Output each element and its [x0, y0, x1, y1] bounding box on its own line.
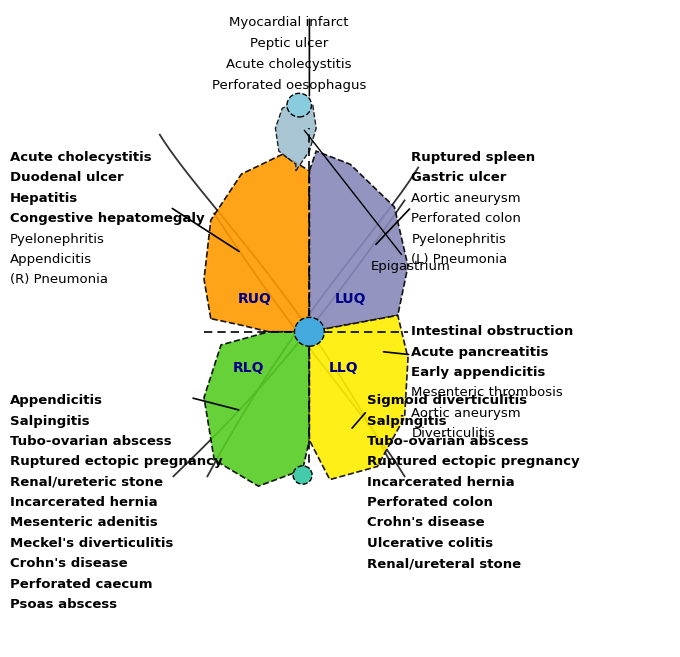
Text: Appendicitis: Appendicitis: [10, 253, 92, 266]
Text: Ulcerative colitis: Ulcerative colitis: [367, 537, 493, 550]
Text: Duodenal ulcer: Duodenal ulcer: [10, 171, 124, 185]
Polygon shape: [309, 151, 408, 332]
Text: Ruptured ectopic pregnancy: Ruptured ectopic pregnancy: [10, 455, 223, 468]
Text: Epigastrium: Epigastrium: [305, 130, 450, 273]
Text: Incarcerated hernia: Incarcerated hernia: [367, 476, 515, 489]
Text: Hepatitis: Hepatitis: [10, 192, 78, 205]
Text: Myocardial infarct: Myocardial infarct: [229, 16, 349, 30]
Text: Tubo-ovarian abscess: Tubo-ovarian abscess: [367, 435, 529, 448]
Text: Psoas abscess: Psoas abscess: [10, 598, 118, 611]
Text: Acute cholecystitis: Acute cholecystitis: [226, 58, 352, 72]
Text: Aortic aneurysm: Aortic aneurysm: [411, 407, 521, 420]
Text: Salpingitis: Salpingitis: [10, 415, 90, 428]
Text: Gastric ulcer: Gastric ulcer: [411, 171, 507, 185]
Text: Pyelonephritis: Pyelonephritis: [411, 233, 507, 246]
Text: Appendicitis: Appendicitis: [10, 394, 103, 407]
Text: Perforated oesophagus: Perforated oesophagus: [211, 79, 367, 93]
Text: Acute pancreatitis: Acute pancreatitis: [411, 346, 549, 359]
Text: Acute cholecystitis: Acute cholecystitis: [10, 151, 152, 164]
Polygon shape: [204, 332, 309, 486]
Text: RLQ: RLQ: [233, 361, 264, 375]
Text: LUQ: LUQ: [335, 292, 366, 306]
Text: Tubo-ovarian abscess: Tubo-ovarian abscess: [10, 435, 172, 448]
Text: Crohn's disease: Crohn's disease: [10, 557, 128, 570]
Polygon shape: [275, 99, 316, 171]
Text: Perforated caecum: Perforated caecum: [10, 578, 153, 591]
Text: Sigmoid diverticulitis: Sigmoid diverticulitis: [367, 394, 527, 407]
Text: Pyelonephritis: Pyelonephritis: [10, 233, 105, 246]
Text: Aortic aneurysm: Aortic aneurysm: [411, 192, 521, 205]
Text: Mesenteric thrombosis: Mesenteric thrombosis: [411, 386, 563, 399]
Text: Perforated colon: Perforated colon: [367, 496, 493, 509]
Text: Renal/ureteral stone: Renal/ureteral stone: [367, 557, 522, 570]
Text: Early appendicitis: Early appendicitis: [411, 366, 546, 379]
Circle shape: [293, 466, 312, 484]
Text: (R) Pneumonia: (R) Pneumonia: [10, 273, 108, 286]
Circle shape: [294, 317, 324, 346]
Polygon shape: [309, 315, 408, 480]
Text: Crohn's disease: Crohn's disease: [367, 516, 485, 530]
Text: Ruptured ectopic pregnancy: Ruptured ectopic pregnancy: [367, 455, 580, 468]
Text: Salpingitis: Salpingitis: [367, 415, 447, 428]
Text: Intestinal obstruction: Intestinal obstruction: [411, 325, 574, 338]
Polygon shape: [204, 154, 309, 332]
Text: Diverticulitis: Diverticulitis: [411, 427, 495, 440]
Text: Congestive hepatomegaly: Congestive hepatomegaly: [10, 212, 205, 225]
Text: Incarcerated hernia: Incarcerated hernia: [10, 496, 158, 509]
Text: Peptic ulcer: Peptic ulcer: [250, 37, 328, 51]
Text: Perforated colon: Perforated colon: [411, 212, 522, 225]
Circle shape: [287, 93, 311, 117]
Text: Ruptured spleen: Ruptured spleen: [411, 151, 536, 164]
Text: LLQ: LLQ: [328, 361, 358, 375]
Text: Meckel's diverticulitis: Meckel's diverticulitis: [10, 537, 173, 550]
Text: RUQ: RUQ: [238, 292, 272, 306]
Text: Renal/ureteric stone: Renal/ureteric stone: [10, 476, 163, 489]
Text: (L) Pneumonia: (L) Pneumonia: [411, 253, 507, 266]
Text: Mesenteric adenitis: Mesenteric adenitis: [10, 516, 158, 530]
